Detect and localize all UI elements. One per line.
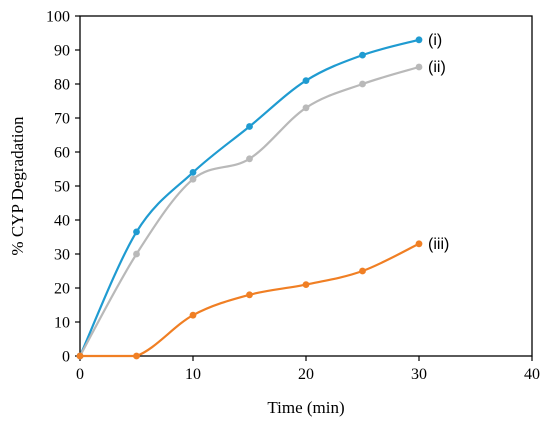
data-point bbox=[415, 240, 423, 248]
axes bbox=[79, 15, 533, 357]
x-tick-label: 10 bbox=[185, 366, 201, 383]
x-ticks: 0 10 20 30 40 bbox=[76, 356, 540, 383]
data-point bbox=[359, 267, 366, 275]
series-layer bbox=[76, 36, 423, 360]
series-line bbox=[78, 38, 421, 358]
y-tick-label: 60 bbox=[54, 145, 70, 162]
data-point bbox=[415, 36, 423, 44]
data-point bbox=[302, 77, 310, 84]
series-label: (ii) bbox=[428, 59, 446, 76]
y-tick-label: 90 bbox=[54, 43, 70, 60]
data-point bbox=[76, 352, 84, 360]
series-line bbox=[78, 242, 421, 358]
x-tick-label: 20 bbox=[298, 366, 314, 383]
y-tick-label: 100 bbox=[46, 9, 70, 26]
y-ticks: 0 10 20 30 40 50 60 70 80 90 100 bbox=[46, 9, 80, 366]
y-tick-label: 30 bbox=[54, 247, 70, 264]
y-tick-label: 50 bbox=[54, 179, 70, 196]
data-point bbox=[302, 281, 310, 288]
series-labels: (i) (ii) (iii) bbox=[428, 32, 449, 253]
y-tick-label: 10 bbox=[54, 315, 70, 332]
data-point bbox=[189, 175, 197, 183]
y-axis-title: % CYP Degradation bbox=[8, 116, 27, 256]
data-point bbox=[246, 155, 253, 163]
data-point bbox=[189, 169, 197, 176]
x-tick-label: 0 bbox=[76, 366, 84, 383]
y-tick-label: 0 bbox=[62, 349, 70, 366]
data-point bbox=[302, 104, 310, 112]
plot-area-border bbox=[79, 15, 533, 357]
data-point bbox=[246, 123, 253, 130]
y-tick-label: 70 bbox=[54, 111, 70, 128]
x-tick-label: 30 bbox=[411, 366, 427, 383]
data-point bbox=[133, 250, 140, 258]
y-tick-label: 80 bbox=[54, 77, 70, 94]
y-tick-label: 20 bbox=[54, 281, 70, 298]
data-point bbox=[359, 80, 366, 88]
x-axis-title: Time (min) bbox=[267, 398, 344, 417]
data-point bbox=[359, 51, 366, 59]
series-line bbox=[78, 65, 421, 358]
data-point bbox=[189, 311, 197, 319]
data-point bbox=[415, 63, 423, 71]
data-point bbox=[133, 352, 140, 360]
series-label: (i) bbox=[428, 32, 442, 49]
series-2 bbox=[76, 63, 423, 360]
series-label: (iii) bbox=[428, 236, 449, 253]
data-point bbox=[246, 291, 253, 299]
x-tick-label: 40 bbox=[524, 366, 540, 383]
series-3 bbox=[76, 240, 423, 360]
y-tick-label: 40 bbox=[54, 213, 70, 230]
data-point bbox=[133, 228, 140, 236]
series-1 bbox=[76, 36, 423, 360]
